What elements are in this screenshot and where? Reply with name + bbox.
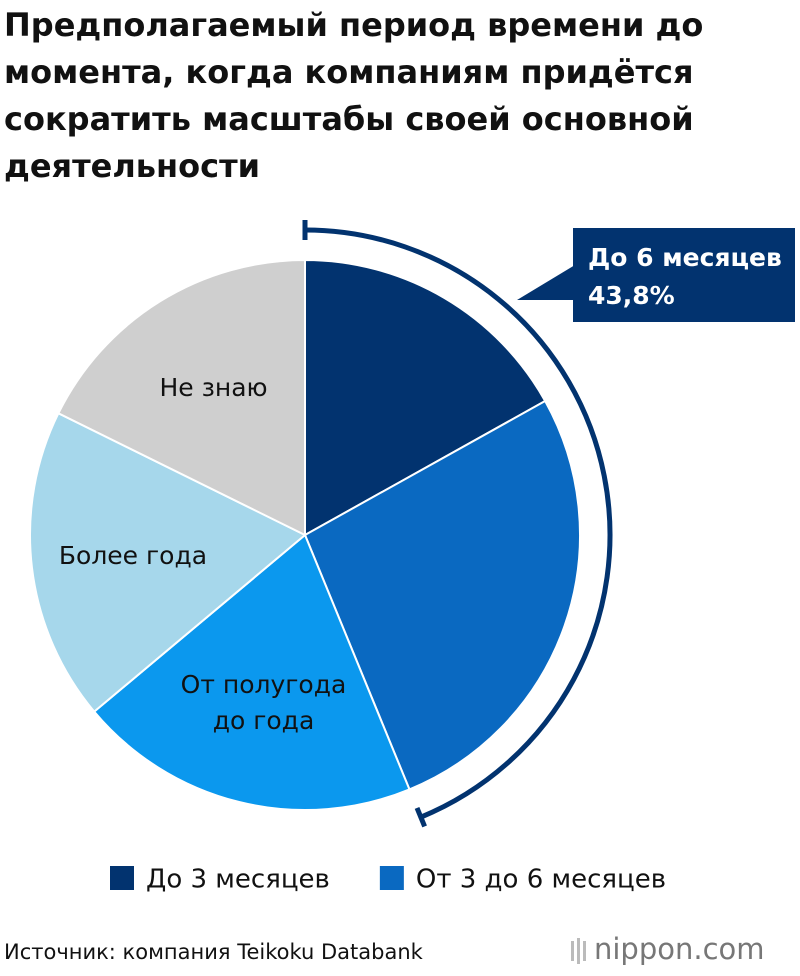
slice-label: Более года	[58, 540, 208, 570]
callout-value: 43,8%	[588, 281, 675, 310]
legend-swatch	[379, 866, 404, 890]
logo: nippon.com	[594, 932, 765, 966]
slice-label: Не знаю	[159, 372, 268, 402]
logo-bars	[571, 938, 586, 964]
pie-slice	[92, 533, 411, 811]
legend-swatch	[110, 866, 134, 890]
legend-label: До 3 месяцев	[146, 865, 330, 895]
pie-slice	[304, 258, 547, 537]
callout-box	[573, 228, 795, 322]
slice-label: От полугода до года	[180, 670, 347, 736]
bracket-arc	[304, 227, 613, 820]
callout-pointer	[517, 265, 575, 300]
pie-slice	[57, 258, 306, 537]
pie-slice	[29, 411, 307, 714]
legend-label: От 3 до 6 месяцев	[416, 865, 666, 895]
pie-slice	[303, 399, 581, 791]
bracket-end	[414, 806, 427, 828]
callout-text: До 6 месяцев	[588, 243, 782, 272]
chart-title: Предполагаемый период времени до момента…	[4, 6, 704, 185]
source: Источник: компания Teikoku Databank	[4, 940, 424, 964]
